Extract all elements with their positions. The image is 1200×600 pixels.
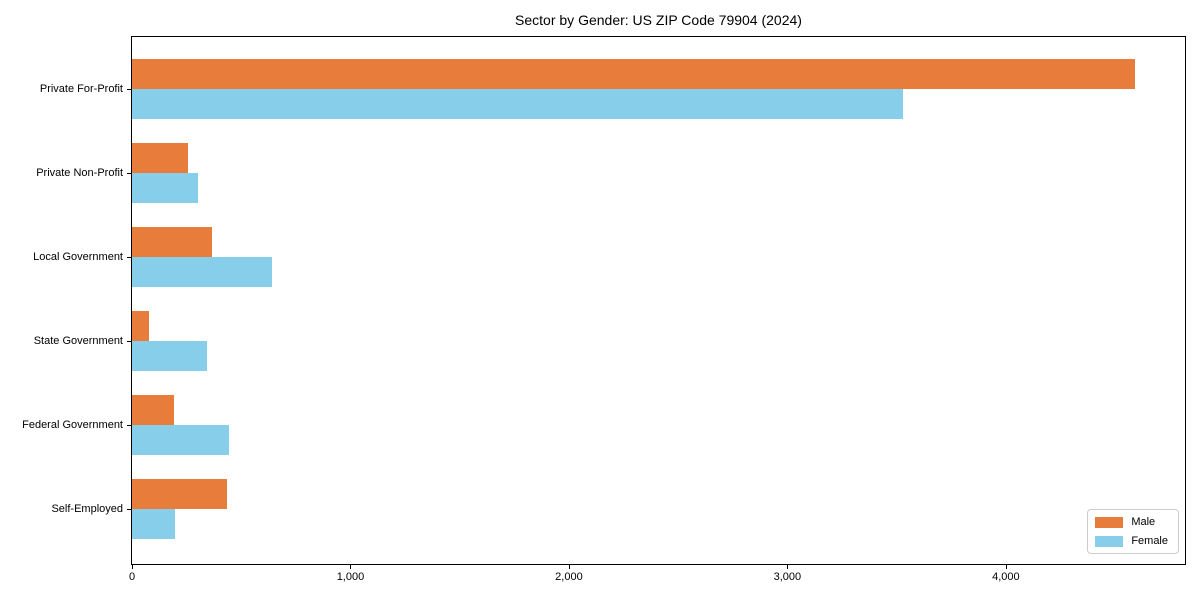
- bar-female-0: [132, 89, 904, 119]
- bar-male-5: [132, 479, 228, 509]
- x-tick-mark: [787, 565, 789, 569]
- bar-female-2: [132, 257, 272, 287]
- y-tick-mark: [127, 89, 131, 90]
- x-tick-label: 1,000: [336, 571, 365, 583]
- legend-entry-male: Male: [1095, 516, 1168, 528]
- x-tick-mark: [132, 565, 133, 569]
- y-tick-label: Private For-Profit: [39, 83, 123, 95]
- bar-male-1: [132, 143, 188, 173]
- female-legend-swatch: [1095, 535, 1124, 547]
- chart-title: Sector by Gender: US ZIP Code 79904 (202…: [515, 12, 802, 28]
- x-tick-label: 0: [128, 571, 136, 583]
- legend-label-female: Female: [1131, 535, 1168, 547]
- legend: Male Female: [1087, 509, 1179, 554]
- y-tick-label: Local Government: [33, 251, 123, 263]
- y-tick-mark: [127, 425, 131, 426]
- y-tick-label: Self-Employed: [51, 503, 123, 515]
- bar-male-0: [132, 59, 1135, 89]
- x-tick-label: 2,000: [555, 571, 583, 583]
- legend-entry-female: Female: [1095, 535, 1168, 547]
- bar-female-5: [132, 509, 175, 539]
- x-tick-mark: [568, 565, 570, 569]
- y-tick-label: Private Non-Profit: [36, 167, 123, 179]
- y-tick-label: State Government: [33, 335, 123, 347]
- bar-female-4: [132, 425, 230, 455]
- x-tick-label: 4,000: [992, 571, 1020, 583]
- y-tick-mark: [127, 257, 131, 258]
- plot-area: Private For-Profit Private Non-Profit Loca…: [22, 36, 1186, 583]
- male-legend-swatch: [1095, 516, 1124, 528]
- y-tick-mark: [127, 509, 131, 510]
- x-tick-label: 3,000: [773, 571, 802, 583]
- y-tick-mark: [127, 173, 131, 174]
- x-tick-mark: [1005, 565, 1007, 569]
- bar-male-4: [132, 395, 174, 425]
- bar-female-1: [132, 173, 198, 203]
- y-tick-label: Federal Government: [22, 419, 123, 431]
- bar-female-3: [132, 341, 208, 371]
- legend-label-male: Male: [1131, 516, 1156, 528]
- bar-male-2: [132, 227, 212, 257]
- bar-male-3: [132, 311, 150, 341]
- x-tick-mark: [350, 565, 352, 569]
- y-tick-mark: [127, 341, 131, 342]
